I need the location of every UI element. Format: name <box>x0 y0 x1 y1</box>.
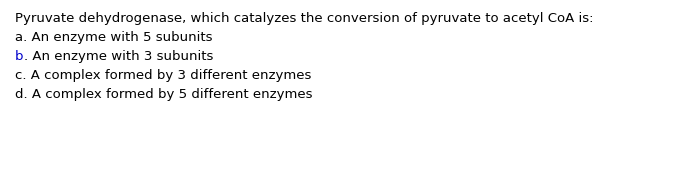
Text: a. An enzyme with 5 subunits: a. An enzyme with 5 subunits <box>15 31 213 44</box>
Text: c. A complex formed by 3 different enzymes: c. A complex formed by 3 different enzym… <box>15 69 312 82</box>
Text: d. A complex formed by 5 different enzymes: d. A complex formed by 5 different enzym… <box>15 88 312 101</box>
Text: . An enzyme with 3 subunits: . An enzyme with 3 subunits <box>24 50 213 63</box>
Text: b: b <box>15 50 24 63</box>
Text: Pyruvate dehydrogenase, which catalyzes the conversion of pyruvate to acetyl CoA: Pyruvate dehydrogenase, which catalyzes … <box>15 12 594 25</box>
